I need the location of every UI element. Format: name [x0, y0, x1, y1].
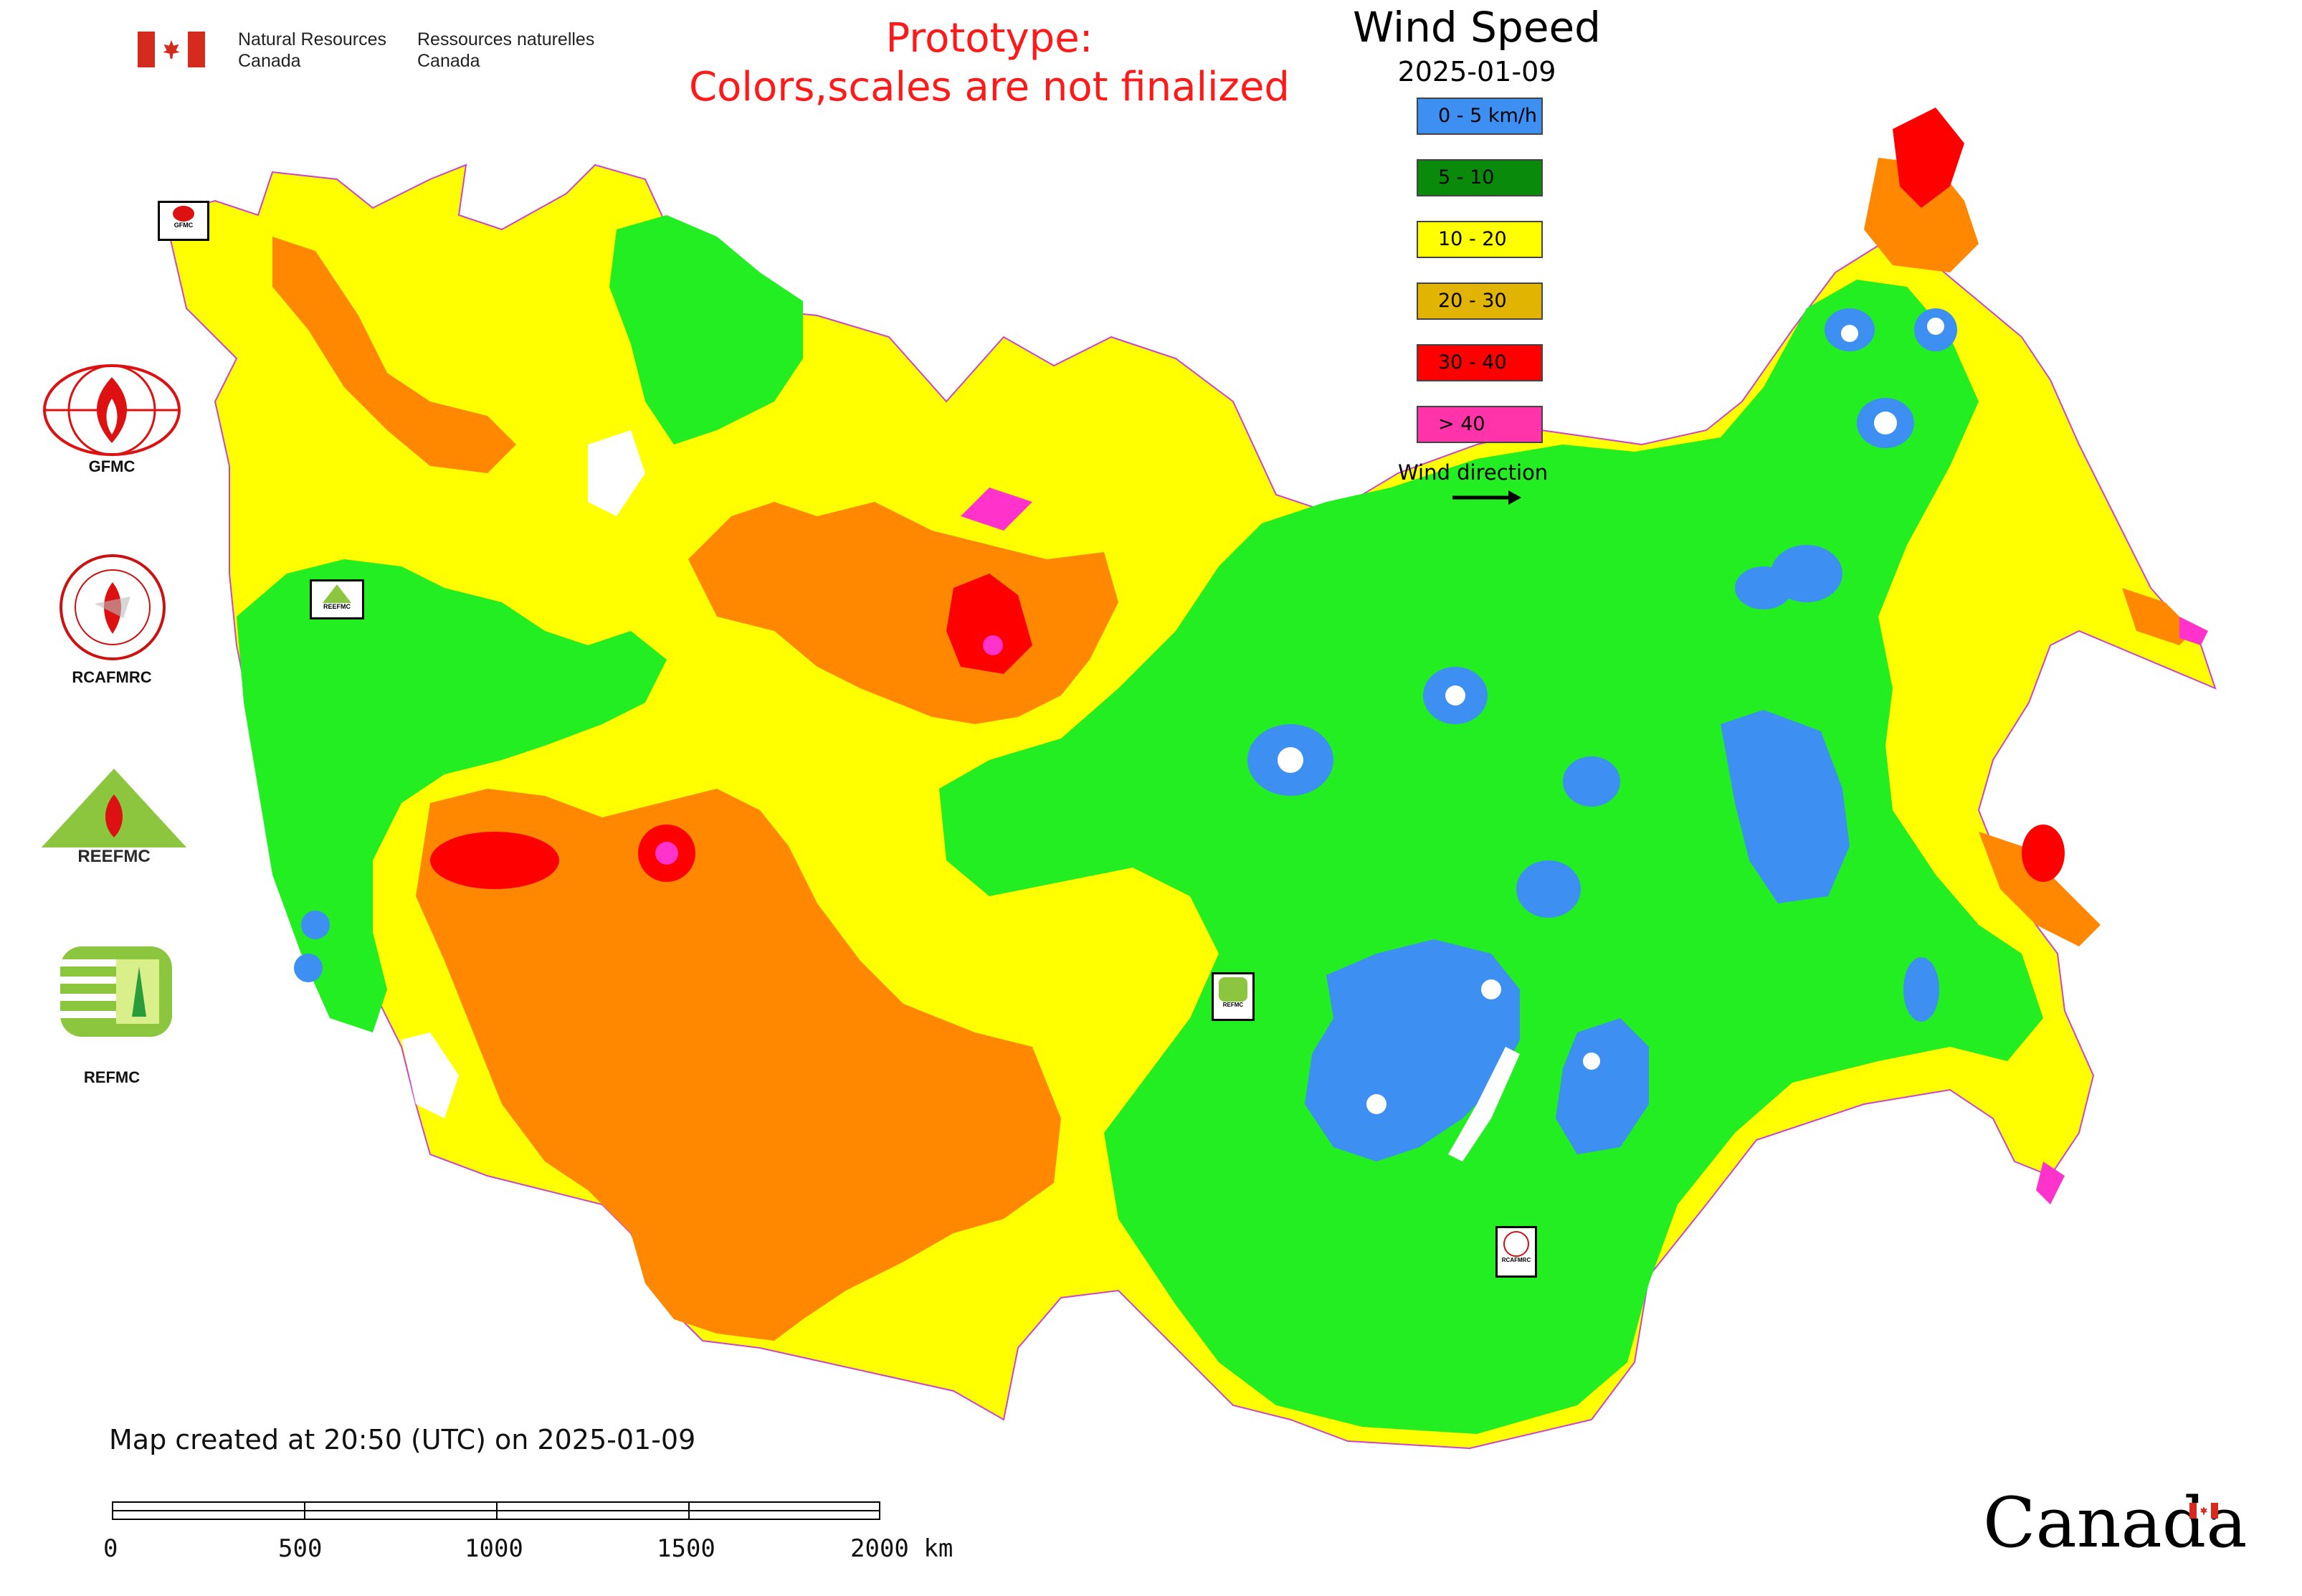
map-badge-refmc: REFMC: [1212, 972, 1255, 1021]
scale-tick-500: 500: [278, 1534, 323, 1563]
canada-flag-icon: [138, 32, 205, 67]
zone-30-40-south-west: [430, 832, 559, 889]
legend-item-10-20: 10 - 20: [1417, 221, 1543, 258]
rcafmrc-mini-logo-icon: [1503, 1231, 1529, 1257]
svg-text:REEFMC: REEFMC: [77, 847, 150, 866]
map-created-timestamp: Map created at 20:50 (UTC) on 2025-01-09: [109, 1424, 696, 1455]
calm-spot-3: [1874, 412, 1897, 434]
reefmc-mini-logo-icon: [323, 584, 351, 603]
legend-item-0-5: 0 - 5 km/h: [1417, 98, 1543, 135]
org-label-rcafmrc: RCAFMRC: [72, 668, 152, 686]
calm-spot-2: [1445, 685, 1465, 706]
scale-tick-0: 0: [103, 1534, 118, 1563]
legend-date: 2025-01-09: [1397, 56, 1556, 87]
reefmc-logo-icon: REEFMC: [39, 769, 189, 866]
map-badge-reefmc-label: REEFMC: [323, 603, 351, 610]
caspian-region: [401, 1032, 459, 1118]
zone-30-40-taimyr: [946, 574, 1032, 674]
gfmc-logo-icon: [43, 364, 181, 456]
zone-0-5-central-4: [1516, 860, 1581, 918]
map-badge-rcafmrc-label: RCAFMRC: [1501, 1257, 1531, 1263]
zone-over-40-taimyr: [983, 635, 1003, 655]
calm-spot-1: [1278, 747, 1303, 773]
agency-en-line2: Canada: [238, 51, 301, 71]
org-label-gfmc: GFMC: [88, 457, 135, 475]
zone-20-30-central: [416, 789, 1061, 1341]
agency-name-fr: Ressources naturelles Canada: [417, 29, 594, 72]
legend-label: 30 - 40: [1438, 351, 1507, 374]
wind-direction-label: Wind direction: [1398, 460, 1549, 485]
wind-direction-arrow-icon: [1452, 490, 1521, 505]
legend-label: 0 - 5 km/h: [1438, 105, 1537, 127]
legend-item-20-30: 20 - 30: [1417, 282, 1543, 320]
map-badge-gfmc: GFMC: [158, 201, 209, 241]
canada-wordmark-flag-icon: [2189, 1503, 2218, 1519]
zone-0-5-central-3: [1563, 756, 1620, 807]
calm-spot-8: [1583, 1053, 1600, 1070]
calm-spot-6: [1481, 979, 1501, 999]
legend-item-over-40: > 40: [1417, 406, 1543, 443]
legend-label: 20 - 30: [1438, 290, 1507, 312]
agency-fr-line1: Ressources naturelles: [417, 29, 595, 49]
agency-en-line1: Natural Resources: [238, 29, 387, 49]
zone-0-5-baikal: [1305, 939, 1520, 1162]
zone-30-40-kamchatka: [2022, 825, 2065, 882]
scale-bar: [112, 1501, 880, 1520]
org-label-refmc: REFMC: [83, 1068, 141, 1086]
calm-spot-5: [1927, 318, 1944, 335]
legend-title: Wind Speed: [1352, 3, 1602, 52]
zone-30-40-chukotka: [1893, 108, 1964, 208]
map-badge-reefmc: REEFMC: [310, 579, 364, 619]
legend-item-30-40: 30 - 40: [1417, 344, 1543, 381]
zone-20-30-peninsula: [2122, 588, 2194, 645]
zone-5-10-west: [237, 559, 667, 1032]
zone-over-40-east-tip: [2179, 617, 2208, 645]
agency-fr-line2: Canada: [417, 51, 480, 71]
refmc-mini-logo-icon: [1219, 977, 1247, 1002]
agency-name-en: Natural Resources Canada: [238, 29, 386, 72]
legend-label: 10 - 20: [1438, 228, 1507, 250]
calm-spot-4: [1841, 325, 1858, 342]
rcafmrc-logo-icon: [60, 554, 166, 660]
zone-0-5-west-2: [294, 954, 323, 982]
legend-label: > 40: [1438, 413, 1485, 435]
zone-20-30-north: [688, 502, 1118, 724]
zone-0-5-yakutia: [1721, 710, 1850, 903]
zone-5-10-north-west: [609, 215, 803, 445]
prototype-line2: Colors,scales are not finalized: [689, 64, 1290, 110]
zone-0-5-west-1: [301, 911, 330, 939]
white-sea: [588, 430, 645, 516]
zone-over-40-south-east: [2036, 1162, 2065, 1205]
zone-20-30-kamchatka: [1979, 832, 2101, 946]
zone-over-40-novaya-zemlya: [961, 488, 1032, 531]
scale-tick-1500: 1500: [657, 1534, 715, 1563]
legend-item-5-10: 5 - 10: [1417, 159, 1543, 196]
gfmc-mini-logo-icon: [173, 206, 194, 222]
scale-tick-1000: 1000: [465, 1534, 523, 1563]
zone-over-40-central: [655, 842, 678, 865]
map-badge-gfmc-label: GFMC: [173, 222, 194, 229]
prototype-line1: Prototype:: [885, 15, 1093, 62]
refmc-logo-icon: [60, 946, 172, 1037]
lake-baikal: [1448, 1047, 1520, 1162]
map-badge-rcafmrc: RCAFMRC: [1495, 1226, 1537, 1278]
legend-label: 5 - 10: [1438, 166, 1495, 189]
zone-0-5-north-2: [1735, 566, 1792, 609]
prototype-notice: Prototype: Colors,scales are not finaliz…: [667, 14, 1312, 112]
canada-wordmark: Canada: [1983, 1483, 2248, 1563]
zone-20-30-northwest: [272, 237, 516, 473]
scale-tick-2000: 2000 km: [850, 1534, 953, 1563]
zone-0-5-east-baikal: [1556, 1018, 1649, 1154]
calm-spot-7: [1366, 1094, 1387, 1114]
map-badge-refmc-label: REFMC: [1222, 1002, 1244, 1008]
zone-0-5-central-5: [1903, 957, 1939, 1022]
